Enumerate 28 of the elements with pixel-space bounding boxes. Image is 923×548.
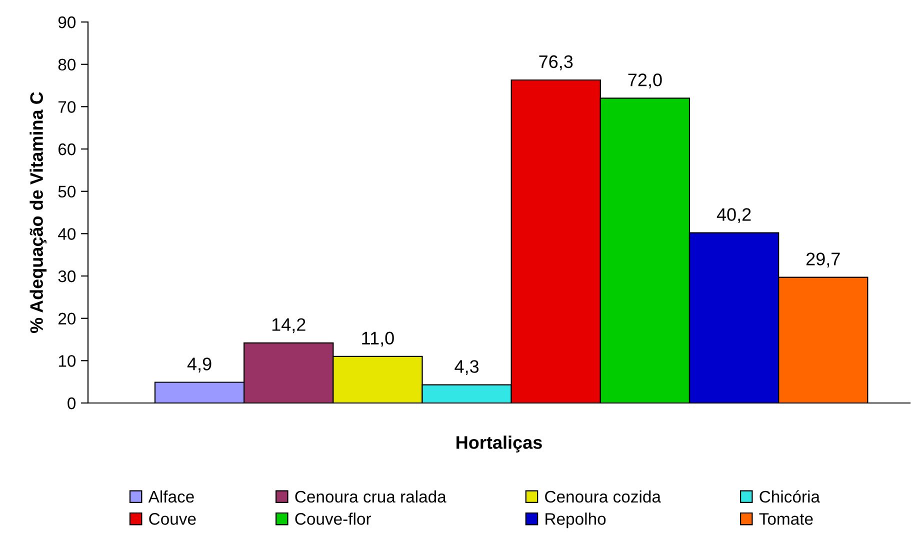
y-tick-label: 40 xyxy=(58,228,76,240)
legend-label: Cenoura crua ralada xyxy=(295,490,446,503)
legend-label: Tomate xyxy=(759,513,813,525)
y-tick-label: 10 xyxy=(58,355,76,367)
y-axis-title: % Adequação de Vitamina C xyxy=(30,92,47,333)
data-label: 29,7 xyxy=(806,252,840,268)
legend-label: Couve xyxy=(149,513,196,525)
data-label: 11,0 xyxy=(362,332,394,347)
data-label: 4,3 xyxy=(454,360,479,376)
y-tick-label: 20 xyxy=(58,312,76,325)
y-tick-label: 80 xyxy=(58,58,76,71)
data-label: 76,3 xyxy=(539,55,573,70)
y-tick-label: 70 xyxy=(58,101,76,113)
y-tick-label: 30 xyxy=(58,270,76,282)
data-label: 40,2 xyxy=(716,208,751,224)
x-axis-title: Hortaliças xyxy=(456,436,542,452)
data-label: 72,0 xyxy=(628,74,662,88)
y-tick-label: 60 xyxy=(58,143,76,156)
legend-label: Couve-flor xyxy=(295,512,372,525)
legend-label: Cenoura cozida xyxy=(545,490,661,503)
y-tick-label: 90 xyxy=(58,16,76,28)
legend-label: Alface xyxy=(148,490,194,503)
data-label: 4,9 xyxy=(187,358,212,372)
data-label: 14,2 xyxy=(272,318,306,334)
legend-label: Chicória xyxy=(760,490,820,503)
y-tick-label: 0 xyxy=(68,397,76,410)
legend-label: Repolho xyxy=(546,512,606,528)
y-tick-label: 50 xyxy=(58,186,76,198)
